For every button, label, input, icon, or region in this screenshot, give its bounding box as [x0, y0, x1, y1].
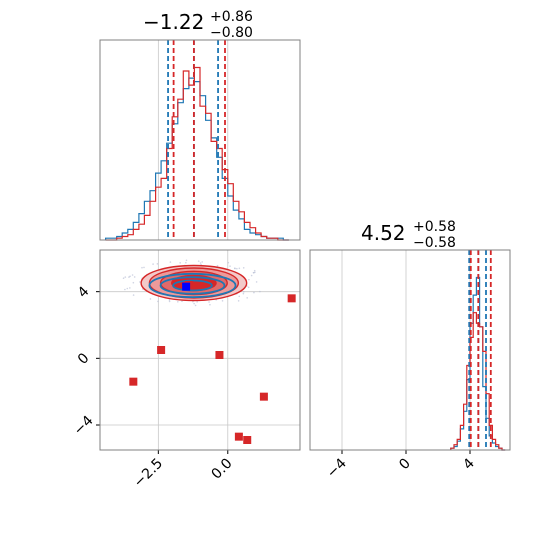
- joint-ytick-label-1: 0: [75, 350, 93, 368]
- joint-sample-dot: [238, 267, 241, 270]
- joint-blue-marker: [182, 282, 191, 291]
- joint-sample-dot: [196, 301, 198, 303]
- joint-sample-dot: [234, 267, 236, 270]
- panel-1-title-plus: +0.86: [210, 9, 253, 25]
- marginal-y-xtick-label-0: −4: [324, 455, 350, 481]
- marginal-x-frame: [99, 39, 301, 241]
- joint-sample-dot: [201, 261, 204, 263]
- joint-sample-dot: [168, 299, 171, 301]
- joint-sample-dot: [259, 290, 261, 293]
- joint-sample-dot: [129, 287, 131, 289]
- joint-sample-dot: [152, 263, 154, 265]
- marginal-y-panel: [309, 249, 511, 454]
- joint-xtick-label-1: 0.0: [209, 456, 236, 483]
- joint-sample-dot: [250, 274, 253, 277]
- joint-tick-labels: −2.5 0.0 4 0 −4: [71, 284, 236, 491]
- panel-1-title-value: −1.22: [143, 10, 204, 34]
- joint-sample-dot: [242, 291, 245, 293]
- panel-1-title-minus: −0.80: [210, 25, 253, 41]
- joint-sample-dot: [216, 264, 219, 267]
- joint-sample-dot: [185, 261, 187, 264]
- joint-red-marker-4: [287, 294, 296, 303]
- joint-sample-dot: [197, 260, 200, 262]
- joint-sample-dot: [177, 300, 179, 303]
- joint-sample-dot: [238, 295, 241, 298]
- joint-sample-dot: [194, 304, 197, 307]
- joint-sample-dot: [124, 276, 127, 278]
- marginal-x-histogram-blue: [105, 77, 289, 241]
- marginal-y-histogram-red: [450, 312, 506, 451]
- joint-sample-dot: [242, 267, 245, 269]
- panel-3-title-value: 4.52: [361, 221, 406, 245]
- joint-red-marker-1: [129, 377, 138, 386]
- marginal-y-xtick-label-2: 4: [460, 455, 478, 473]
- joint-sample-dot: [253, 269, 256, 272]
- joint-sample-dot: [185, 259, 188, 262]
- joint-sample-dot: [237, 300, 240, 302]
- joint-sample-dot: [255, 281, 258, 283]
- joint-sample-dot: [156, 263, 159, 265]
- marginal-y-frame: [309, 249, 511, 451]
- joint-red-marker-2: [157, 346, 166, 354]
- joint-sample-dot: [168, 300, 171, 303]
- panel-1-title: −1.22 +0.86 −0.80: [143, 9, 253, 41]
- joint-sample-dot: [248, 278, 250, 281]
- joint-frame: [99, 249, 301, 451]
- joint-sample-dot: [253, 291, 255, 294]
- joint-sample-dot: [157, 300, 159, 303]
- joint-sample-dot: [229, 265, 231, 267]
- joint-panel: [96, 249, 301, 454]
- joint-sample-dot: [169, 261, 172, 263]
- joint-sample-dot: [131, 274, 134, 276]
- joint-ytick-label-0: 4: [75, 284, 93, 302]
- joint-red-marker-5: [259, 392, 268, 401]
- joint-sample-dot: [181, 300, 183, 303]
- joint-xtick-label-0: −2.5: [131, 456, 166, 491]
- joint-sample-dot: [133, 276, 136, 278]
- joint-contour-blue-1: [159, 276, 226, 295]
- joint-contour-blue-2: [172, 279, 213, 292]
- marginal-x-histogram-red: [105, 66, 289, 241]
- joint-sample-dot: [236, 267, 238, 270]
- panel-3-title: 4.52 +0.58 −0.58: [361, 219, 456, 251]
- joint-sample-dot: [192, 300, 194, 303]
- panel-3-title-plus: +0.58: [413, 219, 456, 235]
- joint-sample-dot: [139, 281, 141, 283]
- joint-sample-dot: [143, 266, 145, 269]
- joint-contour-blue-0: [148, 272, 237, 299]
- joint-sample-dot: [126, 287, 129, 290]
- joint-red-marker-7: [243, 436, 252, 444]
- joint-sample-dot: [199, 262, 202, 264]
- joint-red-marker-6: [234, 432, 243, 441]
- joint-sample-dot: [149, 298, 152, 300]
- joint-sample-dot: [132, 294, 135, 296]
- marginal-y-tick-labels: −4 0 4: [324, 455, 478, 481]
- marginal-y-xtick-label-1: 0: [396, 456, 414, 474]
- joint-sample-dot: [209, 303, 211, 306]
- joint-sample-dot: [246, 297, 248, 299]
- joint-sample-dot: [208, 301, 210, 303]
- joint-red-marker-3: [215, 351, 224, 359]
- panel-3-title-minus: −0.58: [413, 235, 456, 251]
- joint-sample-dot: [227, 261, 230, 264]
- joint-sample-dot: [129, 275, 131, 278]
- joint-sample-dot: [242, 292, 245, 295]
- joint-sample-dot: [193, 302, 195, 305]
- joint-sample-dot: [122, 277, 125, 280]
- joint-sample-dot: [179, 262, 181, 264]
- joint-sample-dot: [132, 281, 135, 284]
- joint-ytick-label-2: −4: [71, 413, 97, 439]
- joint-sample-dot: [124, 288, 126, 291]
- joint-sample-dot: [247, 286, 250, 289]
- joint-sample-dot: [221, 300, 224, 302]
- marginal-x-panel: [99, 39, 301, 241]
- joint-sample-dot: [141, 266, 143, 269]
- joint-sample-dot: [253, 271, 255, 274]
